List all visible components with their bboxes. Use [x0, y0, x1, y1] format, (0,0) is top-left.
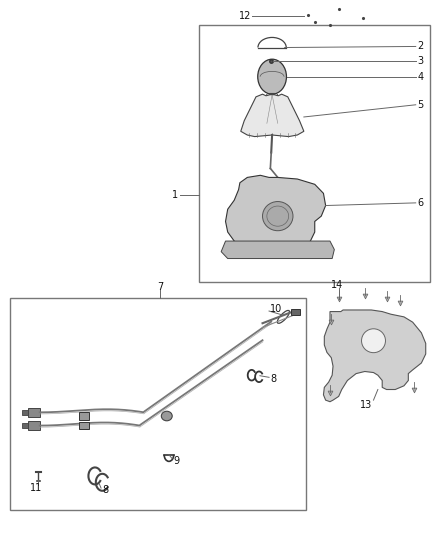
Text: 6: 6: [417, 198, 424, 208]
Text: 4: 4: [417, 71, 424, 82]
Ellipse shape: [262, 201, 293, 231]
Text: 7: 7: [157, 281, 163, 292]
Text: 14: 14: [331, 280, 343, 290]
Ellipse shape: [161, 411, 172, 421]
Text: 2: 2: [417, 42, 424, 52]
Text: 13: 13: [360, 400, 372, 410]
Text: 9: 9: [173, 456, 180, 466]
Text: 10: 10: [270, 304, 283, 314]
Bar: [79, 422, 89, 429]
Bar: [10, 298, 306, 511]
Bar: [28, 421, 40, 430]
Polygon shape: [226, 175, 325, 253]
Polygon shape: [323, 310, 426, 402]
Text: 11: 11: [30, 482, 42, 492]
Text: 5: 5: [417, 100, 424, 110]
Text: 3: 3: [417, 56, 424, 66]
Circle shape: [258, 59, 286, 94]
Bar: [79, 413, 89, 419]
Text: 8: 8: [270, 374, 276, 384]
Ellipse shape: [361, 329, 385, 353]
Bar: [291, 309, 300, 316]
Bar: [22, 423, 28, 428]
Text: 1: 1: [172, 190, 178, 200]
Polygon shape: [221, 241, 334, 259]
Bar: [28, 408, 40, 417]
Bar: [22, 410, 28, 415]
Text: 8: 8: [102, 485, 109, 495]
Text: 12: 12: [239, 11, 251, 21]
Polygon shape: [241, 94, 304, 136]
Bar: [199, 25, 430, 282]
